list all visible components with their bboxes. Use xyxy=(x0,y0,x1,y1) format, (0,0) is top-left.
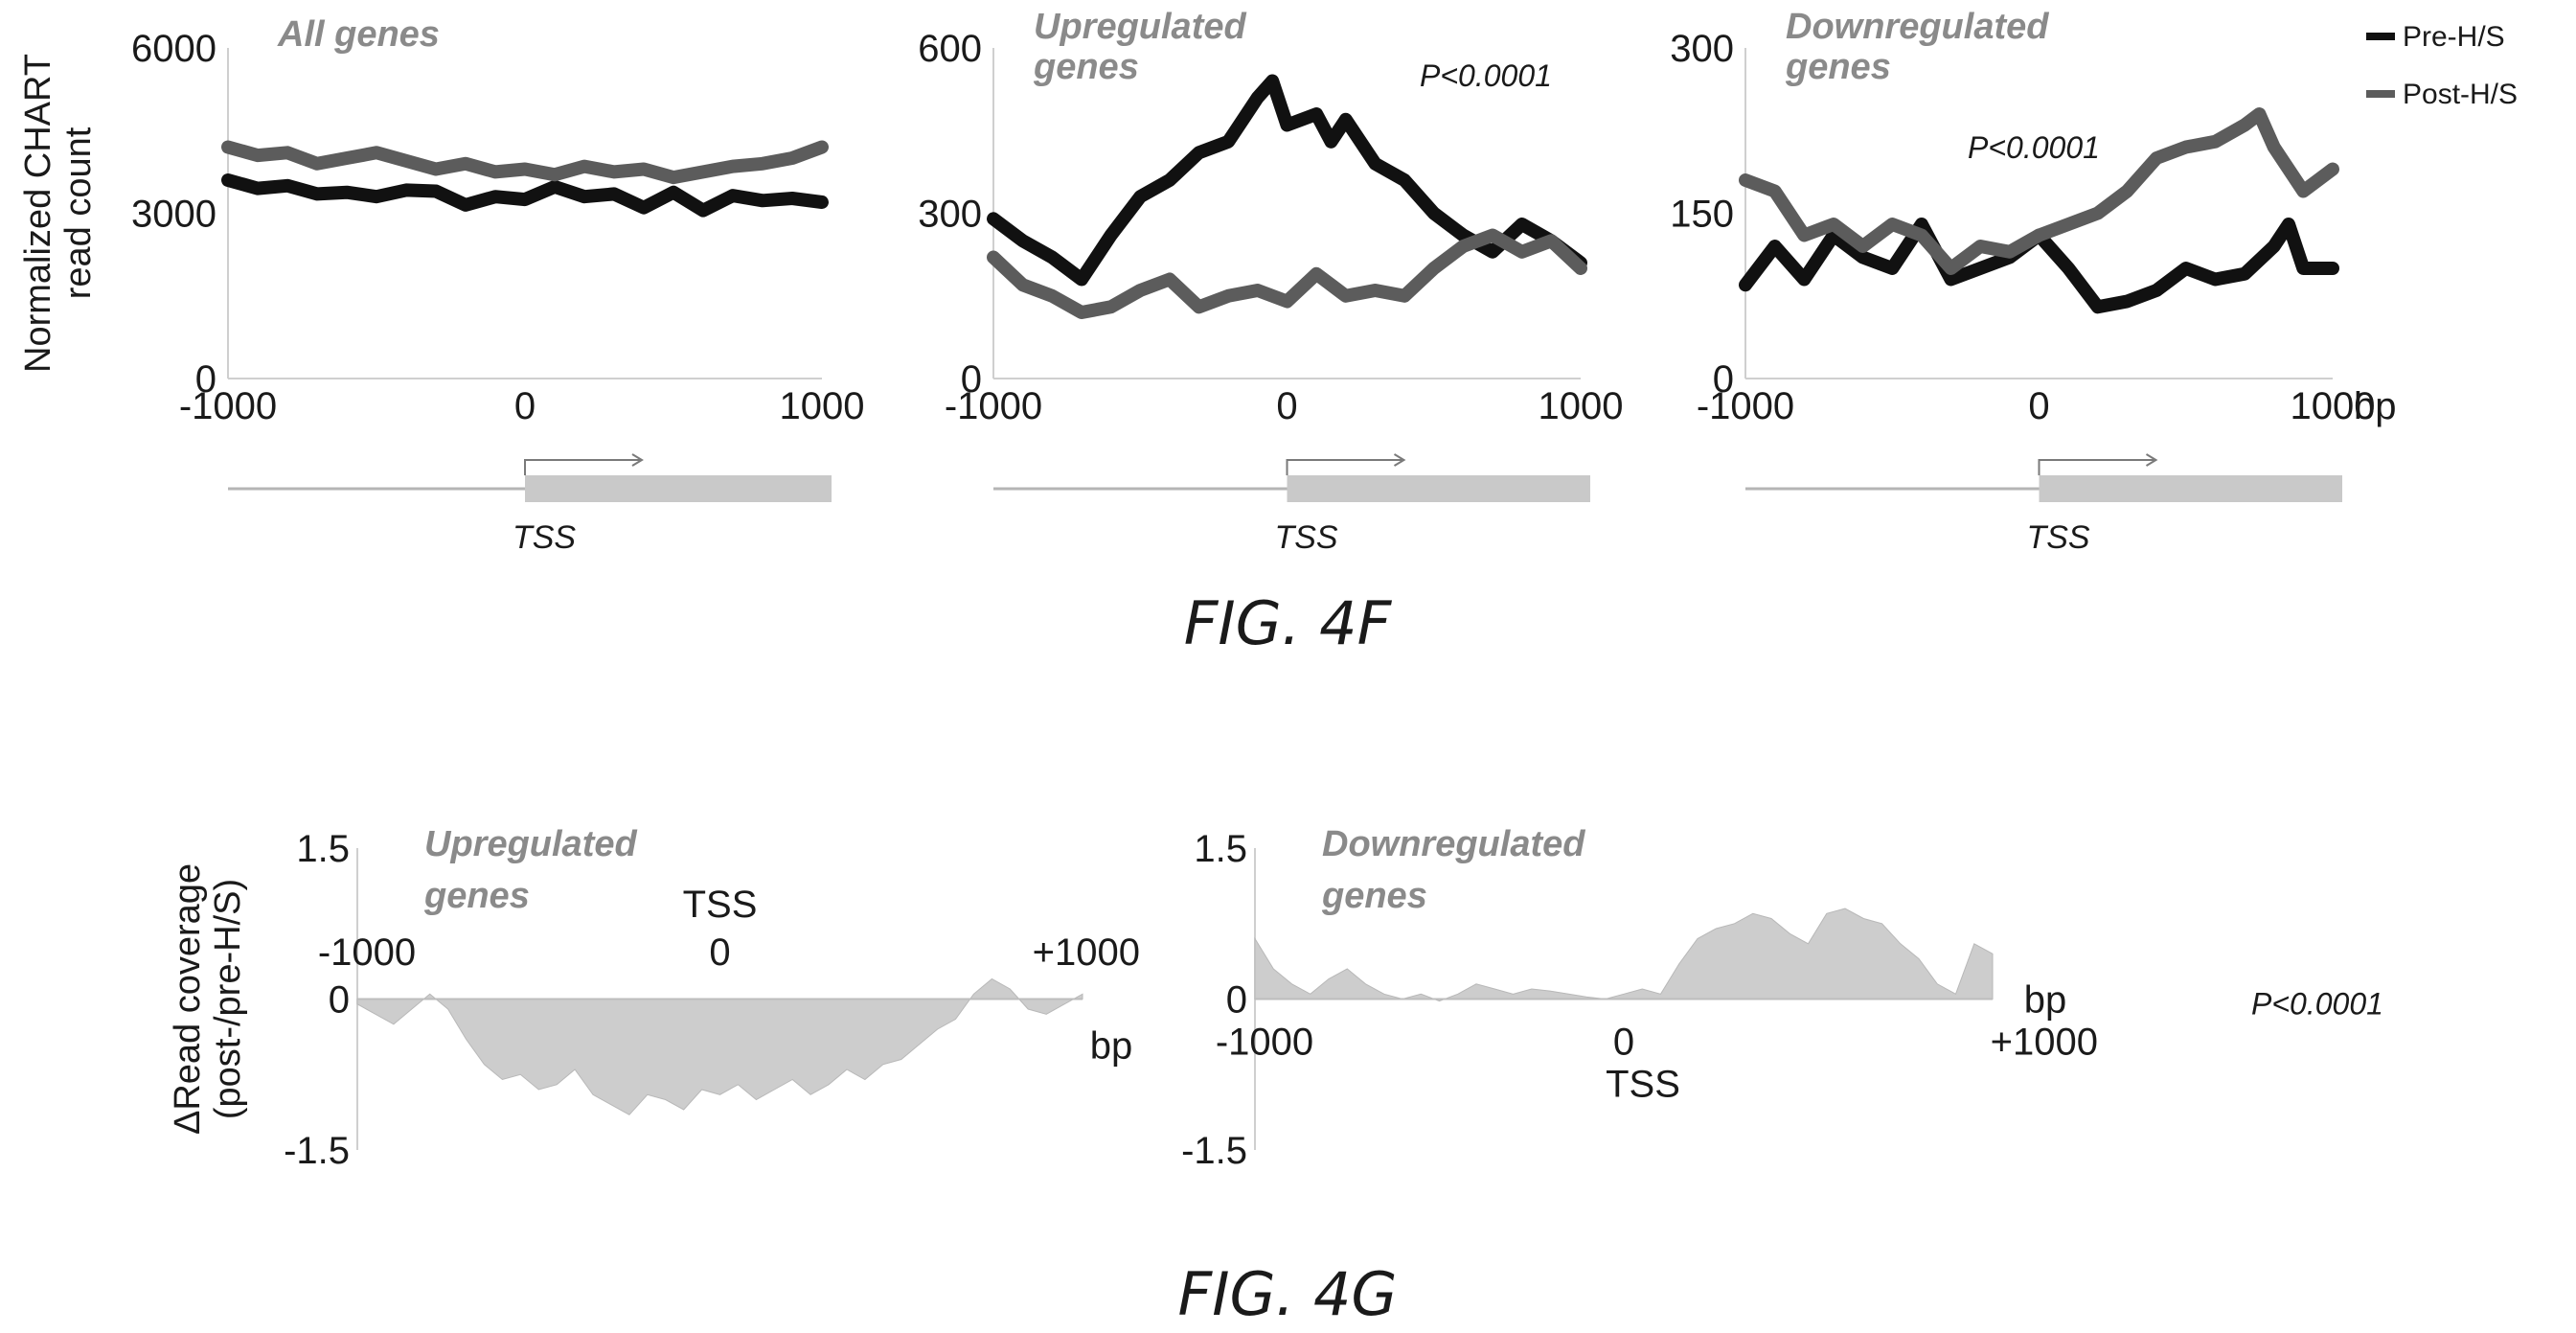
chart3-y-tick-label: 0 xyxy=(1713,358,1734,401)
chart3-title-line2: genes xyxy=(1785,47,1891,87)
chart4-x-tick-label: -1000 xyxy=(318,931,416,974)
chart3-tss-arrowhead xyxy=(2145,453,2158,467)
legend: Pre-H/S Post-H/S xyxy=(2366,21,2518,110)
chart1-y-axis-label: Normalized CHART xyxy=(18,54,58,373)
legend-label-post: Post-H/S xyxy=(2403,79,2518,110)
chart1-series-pre-line xyxy=(221,173,829,218)
chart5-pvalue: P<0.0001 xyxy=(2251,987,2383,1022)
chart5-x-tick-label: -1000 xyxy=(1216,1022,1313,1064)
chart1-tss-arrow xyxy=(524,459,640,475)
chart1-tss-label: TSS xyxy=(513,519,576,556)
chart4-title-line2: genes xyxy=(423,876,530,916)
legend-label-pre: Pre-H/S xyxy=(2403,21,2505,53)
chart2-series-post-line xyxy=(987,228,1587,319)
chart3-pvalue: P<0.0001 xyxy=(1968,130,2100,165)
chart1-title: All genes xyxy=(277,14,440,55)
figure-caption-4g: FIG. 4G xyxy=(1178,1259,1398,1329)
chart2-title-line2: genes xyxy=(1033,47,1139,87)
chart1-gene-body xyxy=(525,475,832,502)
chart3-y-tick-label: 300 xyxy=(1670,28,1734,70)
chart3-x-axis-label: bp xyxy=(2354,385,2397,427)
chart4-y-axis-label-line2: (post-/pre-H/S) xyxy=(208,879,248,1119)
chart4-y-axis-label: ΔRead coverage xyxy=(168,863,208,1135)
chart2-x-tick-label: 0 xyxy=(1276,385,1297,427)
chart4-y-tick-label: 1.5 xyxy=(296,828,350,870)
chart3-x-tick-label: 0 xyxy=(2028,385,2049,427)
chart2-y-tick-label: 0 xyxy=(961,358,982,401)
chart2-x-tick-label: 1000 xyxy=(1539,385,1624,427)
chart2-gene-body xyxy=(1287,475,1590,502)
chart5-x-axis-label: bp xyxy=(2024,979,2067,1022)
chart5-area xyxy=(1254,908,1994,1002)
chart5-y-tick-label: 1.5 xyxy=(1194,828,1247,870)
chart3-series-pre-line xyxy=(1739,218,2339,314)
chart3-title-line1: Downregulated xyxy=(1786,7,2049,47)
chart1-y-axis-label-line2: read count xyxy=(58,126,99,299)
chart4-y-tick-label: -1.5 xyxy=(284,1130,350,1172)
chart2-tss-arrowhead xyxy=(1393,453,1406,467)
chart2-title-line1: Upregulated xyxy=(1034,7,1246,47)
chart4-y-tick-label: 0 xyxy=(329,979,350,1022)
chart3-tss-arrow xyxy=(2038,459,2154,475)
chart2-series-pre-line xyxy=(987,74,1587,287)
chart4-tss-label: TSS xyxy=(683,884,758,926)
chart2-pvalue: P<0.0001 xyxy=(1420,58,1552,93)
chart3-x-tick-label: -1000 xyxy=(1697,385,1794,427)
chart2-x-tick-label: -1000 xyxy=(945,385,1042,427)
chart4-x-tick-label: +1000 xyxy=(1033,931,1140,974)
chart5-y-tick-label: -1.5 xyxy=(1181,1130,1247,1172)
chart1-x-tick-label: 1000 xyxy=(780,385,865,427)
chart5-x-tick-label: 0 xyxy=(1613,1022,1634,1064)
chart4-area xyxy=(356,977,1083,1115)
chart3-x-tick-label: 1000 xyxy=(2291,385,2376,427)
chart3-y-tick-label: 150 xyxy=(1670,194,1734,236)
chart5-tss-label: TSS xyxy=(1606,1064,1680,1106)
chart4-title-line1: Upregulated xyxy=(424,824,637,864)
chart2-y-tick-label: 300 xyxy=(918,194,982,236)
chart1-tss-arrowhead xyxy=(631,453,644,467)
chart1-series-post-line xyxy=(221,140,829,185)
chart3-gene-body xyxy=(2039,475,2342,502)
chart2-y-tick-label: 600 xyxy=(918,28,982,70)
chart1-y-tick-label: 3000 xyxy=(131,194,217,236)
chart5-x-tick-label: +1000 xyxy=(1991,1022,2098,1064)
chart2-tss-label: TSS xyxy=(1274,519,1337,556)
chart4-x-axis-label: bp xyxy=(1090,1025,1133,1068)
chart4-x-tick-label: 0 xyxy=(709,931,730,974)
chart2-tss-arrow xyxy=(1286,459,1402,475)
chart5-title-line1: Downregulated xyxy=(1322,824,1585,864)
chart5-title-line2: genes xyxy=(1321,876,1427,916)
figure-caption-4f: FIG. 4F xyxy=(1184,588,1393,658)
chart1-y-tick-label: 6000 xyxy=(131,28,217,70)
chart1-x-tick-label: -1000 xyxy=(179,385,277,427)
chart5-y-tick-label: 0 xyxy=(1226,979,1247,1022)
chart3-series-post-line xyxy=(1739,107,2339,275)
chart1-y-tick-label: 0 xyxy=(195,358,217,401)
chart1-x-tick-label: 0 xyxy=(514,385,536,427)
chart3-tss-label: TSS xyxy=(2026,519,2089,556)
